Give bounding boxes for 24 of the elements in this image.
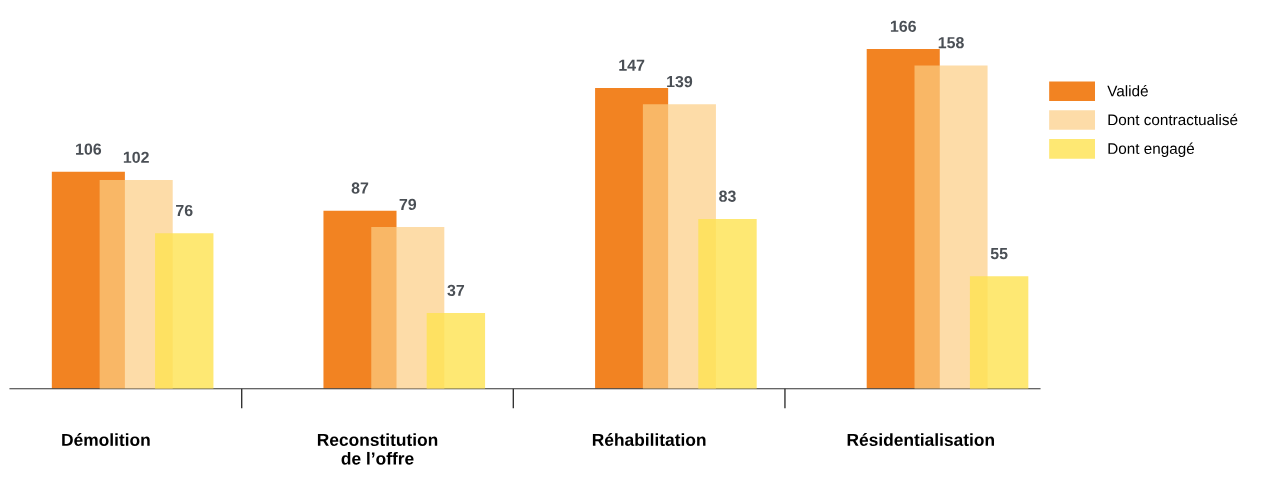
x-tick-label: Résidentialisation	[847, 433, 994, 446]
data-label: 106	[76, 143, 102, 155]
bar	[155, 233, 214, 389]
data-label: 158	[938, 37, 964, 49]
data-label: 147	[619, 59, 645, 71]
x-tick-label: Reconstitution de l’offre	[317, 433, 438, 465]
bar	[969, 276, 1029, 389]
data-label: 76	[176, 204, 193, 217]
legend-label: Dont contractualisé	[1108, 113, 1238, 126]
legend-label: Validé	[1107, 85, 1148, 97]
data-label: 83	[719, 190, 736, 202]
data-label: 102	[123, 151, 149, 163]
data-label: 139	[667, 75, 693, 88]
bar	[914, 65, 988, 389]
data-label: 79	[399, 198, 417, 211]
legend-label: Dont engagé	[1108, 142, 1195, 158]
bar	[698, 218, 757, 389]
bar	[426, 313, 486, 389]
data-label: 55	[990, 248, 1008, 260]
data-label: 166	[890, 20, 916, 32]
x-tick-label: Démolition	[62, 433, 150, 446]
x-tick-label: Réhabilitation	[592, 433, 706, 446]
data-label: 37	[447, 284, 465, 297]
data-label: 87	[351, 182, 369, 194]
